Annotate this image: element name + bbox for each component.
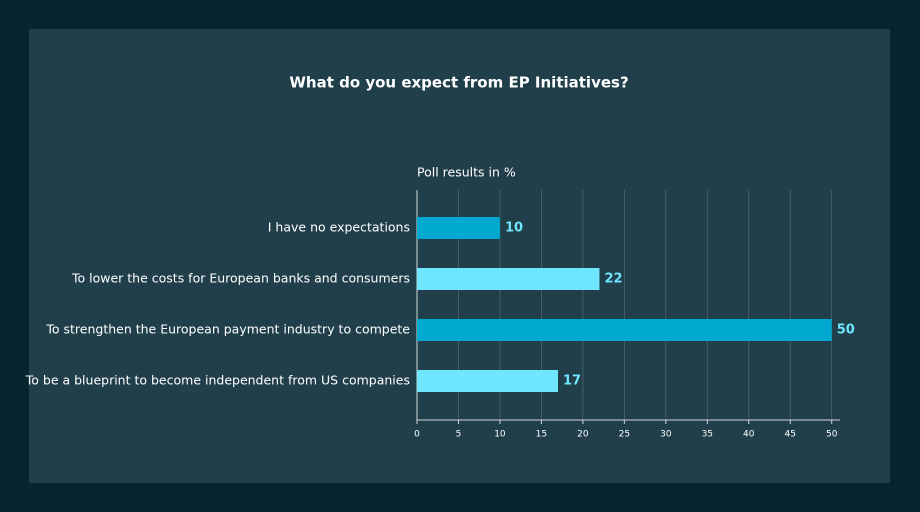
x-tick-label: 0 [414,430,420,440]
y-tick-label: To strengthen the European payment indus… [45,322,410,337]
bar [417,268,600,290]
value-label: 22 [604,272,622,287]
x-tick-label: 10 [494,430,506,440]
x-tick-label: 45 [785,430,796,440]
subtitle: Poll results in % [417,165,516,180]
value-label: 17 [563,374,581,389]
y-tick-label: To be a blueprint to become independent … [25,373,410,388]
panel [29,29,890,483]
x-tick-label: 15 [536,430,547,440]
y-tick-label: To lower the costs for European banks an… [71,271,410,286]
bar [417,217,500,239]
x-tick-label: 20 [577,430,589,440]
x-tick-label: 30 [660,430,672,440]
chart-title: What do you expect from EP Initiatives? [289,74,628,92]
x-tick-label: 5 [456,430,462,440]
x-tick-label: 35 [702,430,713,440]
x-tick-label: 25 [619,430,630,440]
x-tick-label: 50 [826,430,838,440]
y-tick-label: I have no expectations [268,220,410,235]
bar [417,370,558,392]
value-label: 50 [837,323,855,338]
bar [417,319,832,341]
x-tick-label: 40 [743,430,755,440]
value-label: 10 [505,221,523,236]
